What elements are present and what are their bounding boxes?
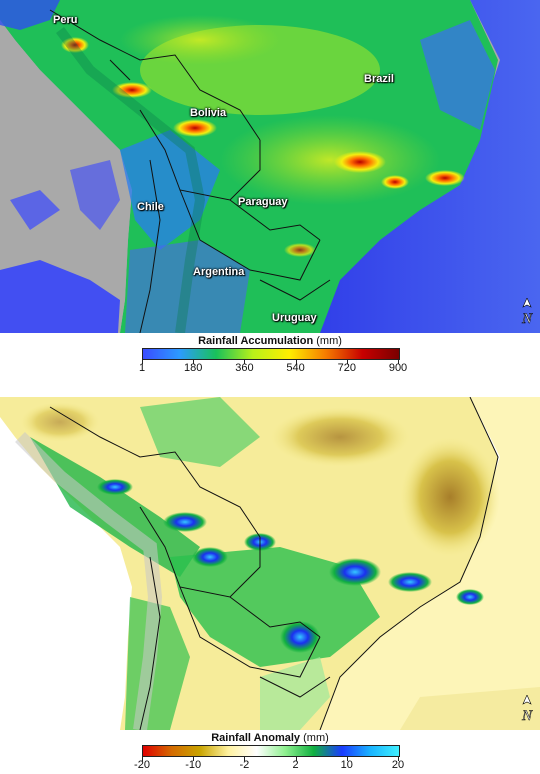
legend-tick-label: 720 <box>337 362 356 374</box>
legend-unit: (mm) <box>316 335 342 347</box>
country-label-paraguay: Paraguay <box>238 196 288 208</box>
legend-tick-label: 2 <box>292 759 299 771</box>
anomaly-color-bar <box>142 745 400 757</box>
legend-tick-label: -10 <box>185 759 202 771</box>
north-arrow-icon: N <box>519 695 535 723</box>
anomaly-legend-title: Rainfall Anomaly (mm) <box>0 732 540 744</box>
accumulation-legend-title: Rainfall Accumulation (mm) <box>0 335 540 347</box>
legend-tick-mark <box>295 757 297 761</box>
legend-tick-mark <box>398 360 399 364</box>
legend-tick-mark <box>398 757 399 761</box>
north-arrow-icon: N <box>519 298 535 326</box>
rainfall-accumulation-map: Peru Brazil Bolivia Chile Paraguay Argen… <box>0 0 540 333</box>
legend-tick-mark <box>193 360 195 364</box>
country-label-chile: Chile <box>137 201 164 213</box>
country-label-uruguay: Uruguay <box>272 312 317 324</box>
svg-text:N: N <box>521 708 533 723</box>
legend-tick-mark <box>142 360 143 364</box>
legend-tick-mark <box>142 757 143 761</box>
legend-tick-label: 1 <box>138 362 146 374</box>
accumulation-color-bar <box>142 348 400 360</box>
legend-tick-mark <box>346 360 348 364</box>
legend-title-text: Rainfall Accumulation <box>198 335 314 347</box>
anomaly-legend: Rainfall Anomaly (mm) -20 -10 -2 2 10 20 <box>0 730 540 774</box>
legend-title-text: Rainfall Anomaly <box>211 732 301 744</box>
legend-tick-label: -20 <box>134 759 150 771</box>
legend-tick-label: 20 <box>391 759 405 771</box>
country-label-brazil: Brazil <box>364 73 394 85</box>
rainfall-anomaly-map: N <box>0 397 540 730</box>
legend-tick-label: 540 <box>286 362 305 374</box>
legend-tick-label: 180 <box>184 362 203 374</box>
accumulation-legend: Rainfall Accumulation (mm) 1 180 360 540 720… <box>0 333 540 397</box>
legend-tick-mark <box>244 757 246 761</box>
legend-tick-mark <box>193 757 195 761</box>
country-label-argentina: Argentina <box>193 266 245 278</box>
legend-unit: (mm) <box>303 732 329 744</box>
legend-tick-label: -2 <box>239 759 250 771</box>
svg-text:N: N <box>521 311 533 326</box>
country-label-peru: Peru <box>53 14 78 26</box>
legend-tick-mark <box>346 757 348 761</box>
legend-tick-mark <box>295 360 297 364</box>
legend-tick-mark <box>244 360 246 364</box>
legend-tick-label: 900 <box>388 362 408 374</box>
country-label-bolivia: Bolivia <box>190 107 227 119</box>
legend-tick-label: 10 <box>340 759 353 771</box>
legend-tick-label: 360 <box>235 362 254 374</box>
